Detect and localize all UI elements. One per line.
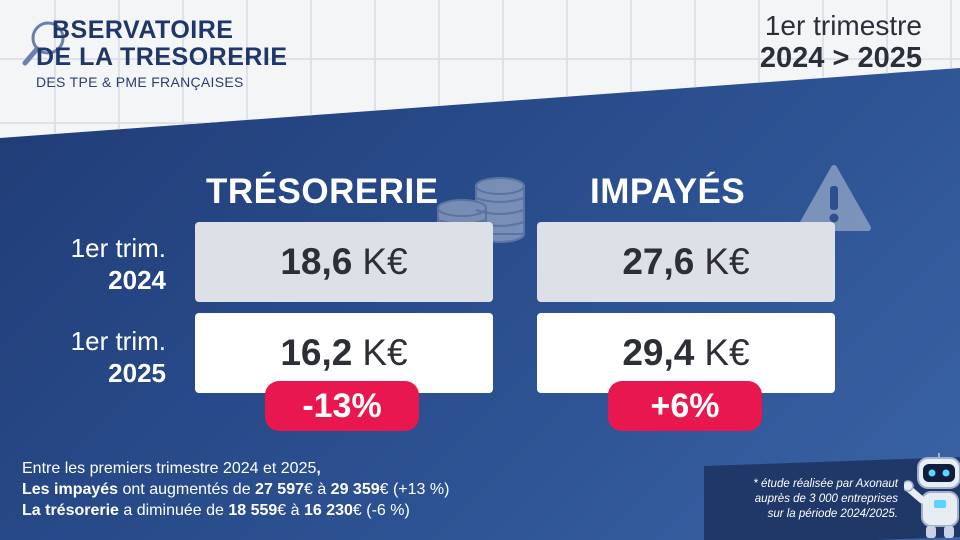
row-label-text: 1er trim. <box>70 233 166 263</box>
logo-subtitle: DES TPE & PME FRANÇAISES <box>36 74 244 90</box>
summary-text-part: € (-6 %) <box>352 502 410 519</box>
magnifier-icon <box>22 21 65 66</box>
row-label-year: 2024 <box>108 265 166 295</box>
summary-text-part: € à <box>277 502 304 519</box>
logo-line-2: DE LA TRESORERIE <box>36 43 288 71</box>
note-line-2: auprès de 3 000 entreprises <box>754 493 898 505</box>
value-tresorerie-2025: 16,2 K€ <box>195 313 493 393</box>
value-unit: K€ <box>704 241 750 282</box>
value-unit: K€ <box>362 332 408 373</box>
value-number: 18,6 <box>280 241 353 282</box>
heading-impayes: IMPAYÉS <box>590 172 746 211</box>
period-line-2: 2024 > 2025 <box>759 42 922 74</box>
summary-amount: 16 230 <box>303 502 353 519</box>
summary-intro: Entre les premiers trimestre 2024 et 202… <box>22 460 317 477</box>
value-unit: K€ <box>362 241 408 282</box>
row-label-year: 2025 <box>108 358 166 388</box>
value-number: 27,6 <box>622 241 695 282</box>
summary-text-part: € à <box>303 481 331 498</box>
summary-line-2: Les impayés ont augmentés de 27 597€ à 2… <box>22 479 449 500</box>
summary-intro-comma: , <box>316 460 321 477</box>
note-line-1: * étude réalisée par Axonaut <box>753 478 898 490</box>
note-line-3: sur la période 2024/2025. <box>767 508 898 520</box>
summary-text-part: € (+13 %) <box>379 481 450 498</box>
summary-line-1: Entre les premiers trimestre 2024 et 202… <box>22 458 449 479</box>
heading-tresorerie: TRÉSORERIE <box>206 172 439 211</box>
period-line-1: 1er trimestre <box>764 10 922 41</box>
logo-line-1: BSERVATOIRE <box>52 16 234 44</box>
value-impayes-2024: 27,6 K€ <box>537 222 835 302</box>
summary-amount: 29 359 <box>330 481 380 498</box>
value-number: 16,2 <box>280 332 353 373</box>
value-number: 29,4 <box>622 332 695 373</box>
row-label-2024: 1er trim. 2024 <box>71 232 166 296</box>
value-unit: K€ <box>704 332 750 373</box>
summary-line-3: La trésorerie a diminuée de 18 559€ à 16… <box>22 500 449 521</box>
value-impayes-2025: 29,4 K€ <box>537 313 835 393</box>
summary-text: Entre les premiers trimestre 2024 et 202… <box>22 458 449 521</box>
change-badge-impayes: +6% <box>608 381 762 431</box>
summary-amount: 27 597 <box>255 481 304 498</box>
row-label-2025: 1er trim. 2025 <box>71 325 166 389</box>
summary-text-part: a diminuée de <box>118 502 229 519</box>
row-label-text: 1er trim. <box>70 326 166 356</box>
summary-term: Les impayés <box>22 481 119 498</box>
source-note: * étude réalisée par Axonaut auprès de 3… <box>714 477 898 522</box>
logo: BSERVATOIRE DE LA TRESORERIE DES TPE & P… <box>18 14 358 94</box>
summary-amount: 18 559 <box>228 502 278 519</box>
summary-term: La trésorerie <box>22 502 119 519</box>
summary-text-part: ont augmentés de <box>118 481 256 498</box>
change-badge-tresorerie: -13% <box>265 381 419 431</box>
robot-mascot <box>904 453 960 538</box>
value-tresorerie-2024: 18,6 K€ <box>195 222 493 302</box>
period-title: 1er trimestre 2024 > 2025 <box>760 10 922 74</box>
